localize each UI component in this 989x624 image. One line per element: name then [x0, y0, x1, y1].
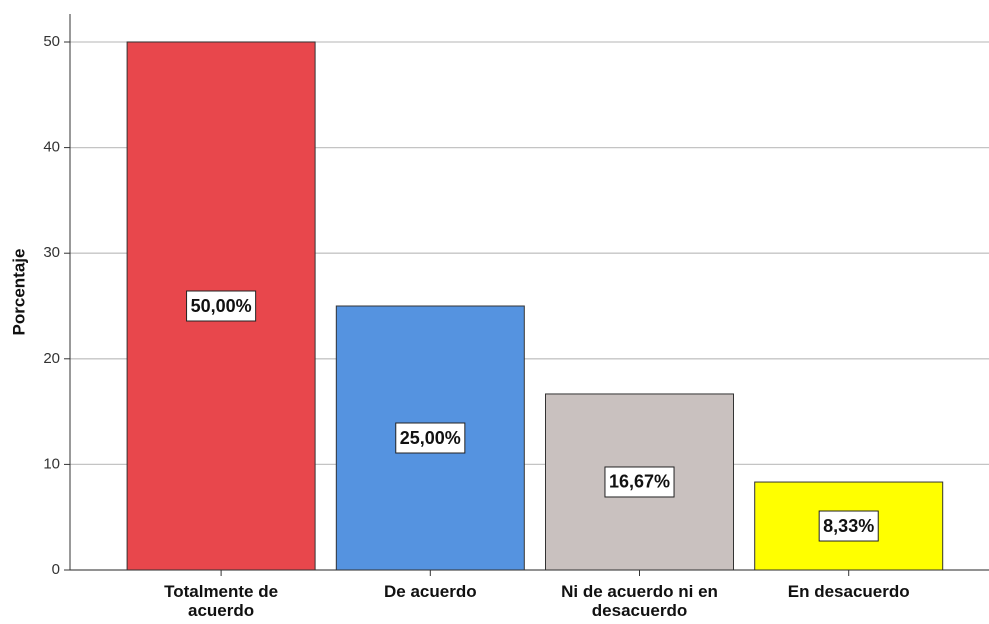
- y-tick-label: 10: [43, 455, 60, 472]
- y-tick-label: 50: [43, 33, 60, 50]
- value-label-box: [604, 466, 675, 498]
- y-tick-label: 30: [43, 244, 60, 261]
- x-tick-label: Ni de acuerdo ni en desacuerdo: [561, 582, 718, 620]
- x-tick-label: De acuerdo: [384, 582, 477, 601]
- x-tick-label: En desacuerdo: [787, 582, 910, 601]
- y-tick-label: 40: [43, 139, 60, 156]
- value-label: 50,00%: [191, 296, 252, 316]
- value-label-box: [818, 510, 879, 542]
- y-tick-label: 20: [43, 350, 60, 367]
- y-axis-label: Porcentaje: [9, 249, 28, 336]
- value-label: 16,67%: [609, 472, 670, 492]
- value-label-box: [186, 290, 257, 322]
- value-label: 25,00%: [400, 428, 461, 448]
- y-tick-label: 0: [52, 561, 60, 578]
- x-tick-label: Totalmente de acuerdo: [164, 582, 279, 620]
- value-label-box: [395, 422, 466, 454]
- value-label: 8,33%: [823, 516, 874, 536]
